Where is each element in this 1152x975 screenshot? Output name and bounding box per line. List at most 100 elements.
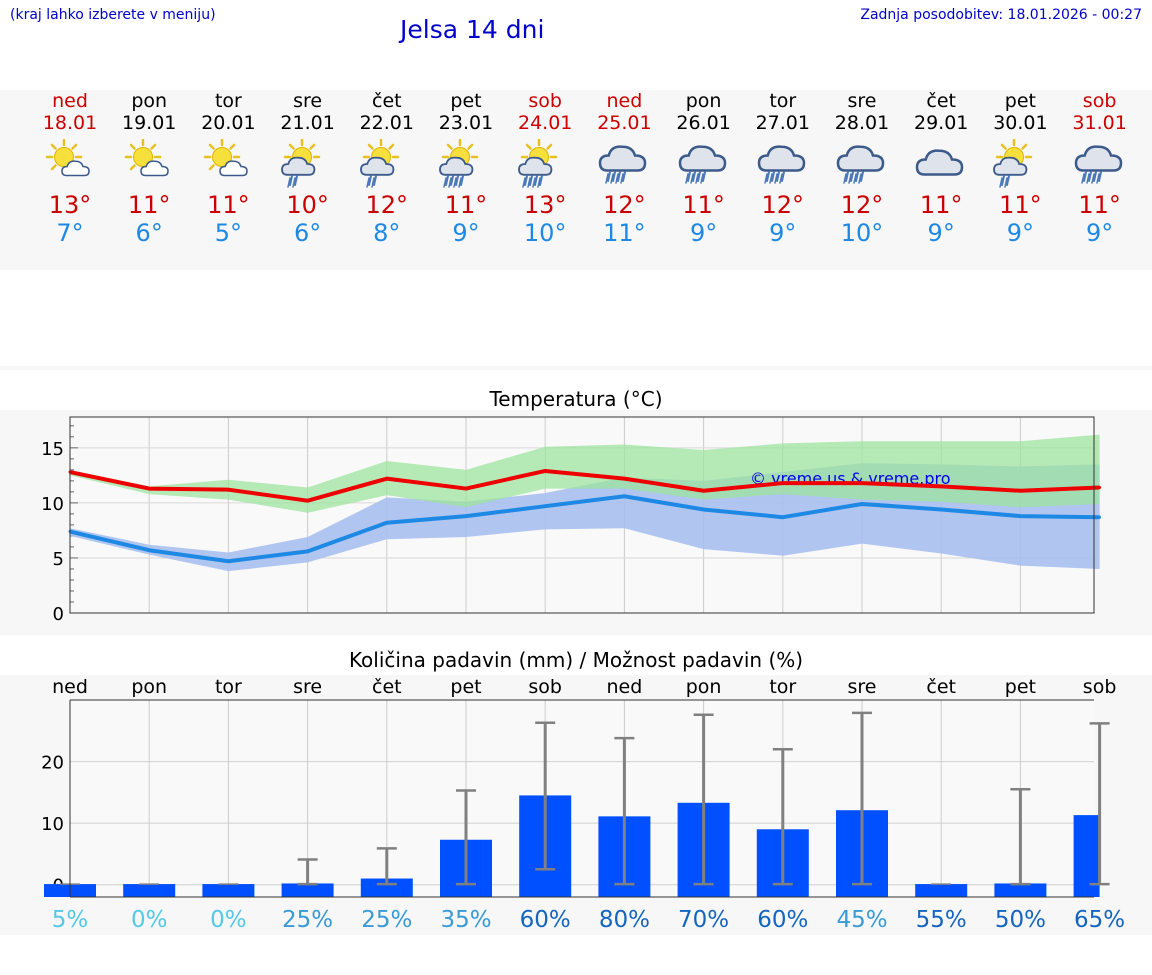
min-temperature-point [1018,514,1022,518]
min-temperature-point [622,494,626,498]
day-label: tor [215,676,242,698]
day-date: 18.01 [42,112,98,134]
location-menu-hint[interactable]: (kraj lahko izberete v meniju) [10,7,216,23]
max-temperature: 12° [603,191,646,219]
day-date: 31.01 [1072,112,1127,134]
day-column: pet 30.01 11° 9° [980,90,1060,247]
precipitation-bar [915,884,968,897]
max-temperature: 11° [444,191,488,219]
max-temperature-point [464,487,468,491]
day-date: 28.01 [834,112,890,134]
day-column: ned 25.01 12° 11° [584,90,664,247]
max-temperature: 11° [1078,191,1121,219]
precipitation-probability: 45% [836,907,887,933]
max-temperature-point [622,477,626,481]
max-temperature: 13° [48,191,92,219]
day-label: pet [450,676,481,698]
day-column: sre 21.01 10° 6° [268,90,348,247]
min-temperature: 6° [293,219,322,247]
min-temperature: 10° [840,219,884,247]
cloud-rain-icon [1074,145,1122,184]
precipitation-probability: 25% [282,907,333,933]
precipitation-probability: 50% [995,907,1046,933]
max-temperature-point [385,477,389,481]
day-date: 26.01 [676,112,731,134]
day-label: čet [372,676,402,698]
max-temperature: 13° [523,191,567,219]
day-name: sre [847,90,877,112]
sun-cloud-light-rain-icon [280,139,320,188]
day-column: čet 22.01 12° 8° [347,90,427,247]
day-name: sob [528,90,562,112]
day-label: pet [1005,676,1036,698]
day-date: 23.01 [438,112,494,134]
day-date: 24.01 [517,112,573,134]
max-temperature-point [781,481,785,485]
sun-cloud-icon [124,139,169,177]
min-temperature-point [860,502,864,506]
sun-cloud-rain-icon [439,139,479,188]
day-name: sob [1082,90,1117,112]
max-temperature-point [860,481,864,485]
cloud-icon [915,149,964,176]
day-column: pon 19.01 11° 6° [109,90,189,247]
y-tick-label: 10 [41,494,64,515]
max-temperature-point [1018,489,1022,493]
day-label: čet [926,676,956,698]
cloud-rain-icon [757,145,806,184]
day-column: pet 23.01 11° 9° [426,90,506,247]
min-temperature-point [781,515,785,519]
max-temperature: 10° [286,191,329,219]
sun-cloud-rain-icon [518,139,558,188]
day-date: 30.01 [993,112,1048,134]
day-name: ned [52,90,88,112]
precipitation-probability: 70% [678,907,729,933]
max-temperature-point [147,487,151,491]
day-date: 19.01 [121,112,177,134]
max-temperature: 11° [919,191,963,219]
min-temperature-line [69,494,1100,564]
plot-area [70,700,1094,897]
max-temperature: 11° [682,191,725,219]
daily-forecast-strip [0,90,1152,270]
min-temperature: 10° [523,219,567,247]
y-tick-label: 20 [41,753,64,774]
day-name: pon [131,90,168,112]
max-temperature-point [306,499,310,503]
min-temperature-point [1098,515,1102,519]
precipitation-bar [123,884,176,897]
min-temperature: 5° [214,219,243,247]
day-column: pon 26.01 11° 9° [664,90,744,247]
day-column: čet 29.01 11° 9° [901,90,981,247]
day-label: sre [293,676,322,698]
min-temperature: 9° [689,219,718,247]
precipitation-bar [994,883,1047,897]
y-tick-label: 0 [53,604,64,625]
max-temperature: 12° [761,191,805,219]
sun-cloud-light-rain-icon [359,139,400,188]
max-temperature: 11° [127,191,171,219]
min-temperature-point [702,507,706,511]
day-label: ned [52,676,88,698]
min-temperature: 9° [1006,219,1035,247]
day-name: ned [606,90,643,112]
day-column: tor 27.01 12° 9° [743,90,823,247]
max-temperature-point [1098,485,1102,489]
day-date: 29.01 [913,112,969,134]
min-temperature-point [464,514,468,518]
precipitation-probability: 60% [520,907,571,933]
max-temperature: 11° [999,191,1042,219]
min-temperature: 11° [603,219,646,247]
sun-cloud-icon [204,139,249,177]
precipitation-probability: 25% [361,907,412,933]
min-temperature-point [543,504,547,508]
precipitation-bar [202,884,255,897]
min-temperature: 7° [56,219,84,247]
y-tick-label: 5 [53,549,64,570]
min-temperature-point [147,548,151,552]
min-temperature: 9° [452,219,480,247]
min-temperature-point [306,549,310,553]
min-temperature-point [385,521,389,525]
day-label: sob [1083,676,1117,698]
